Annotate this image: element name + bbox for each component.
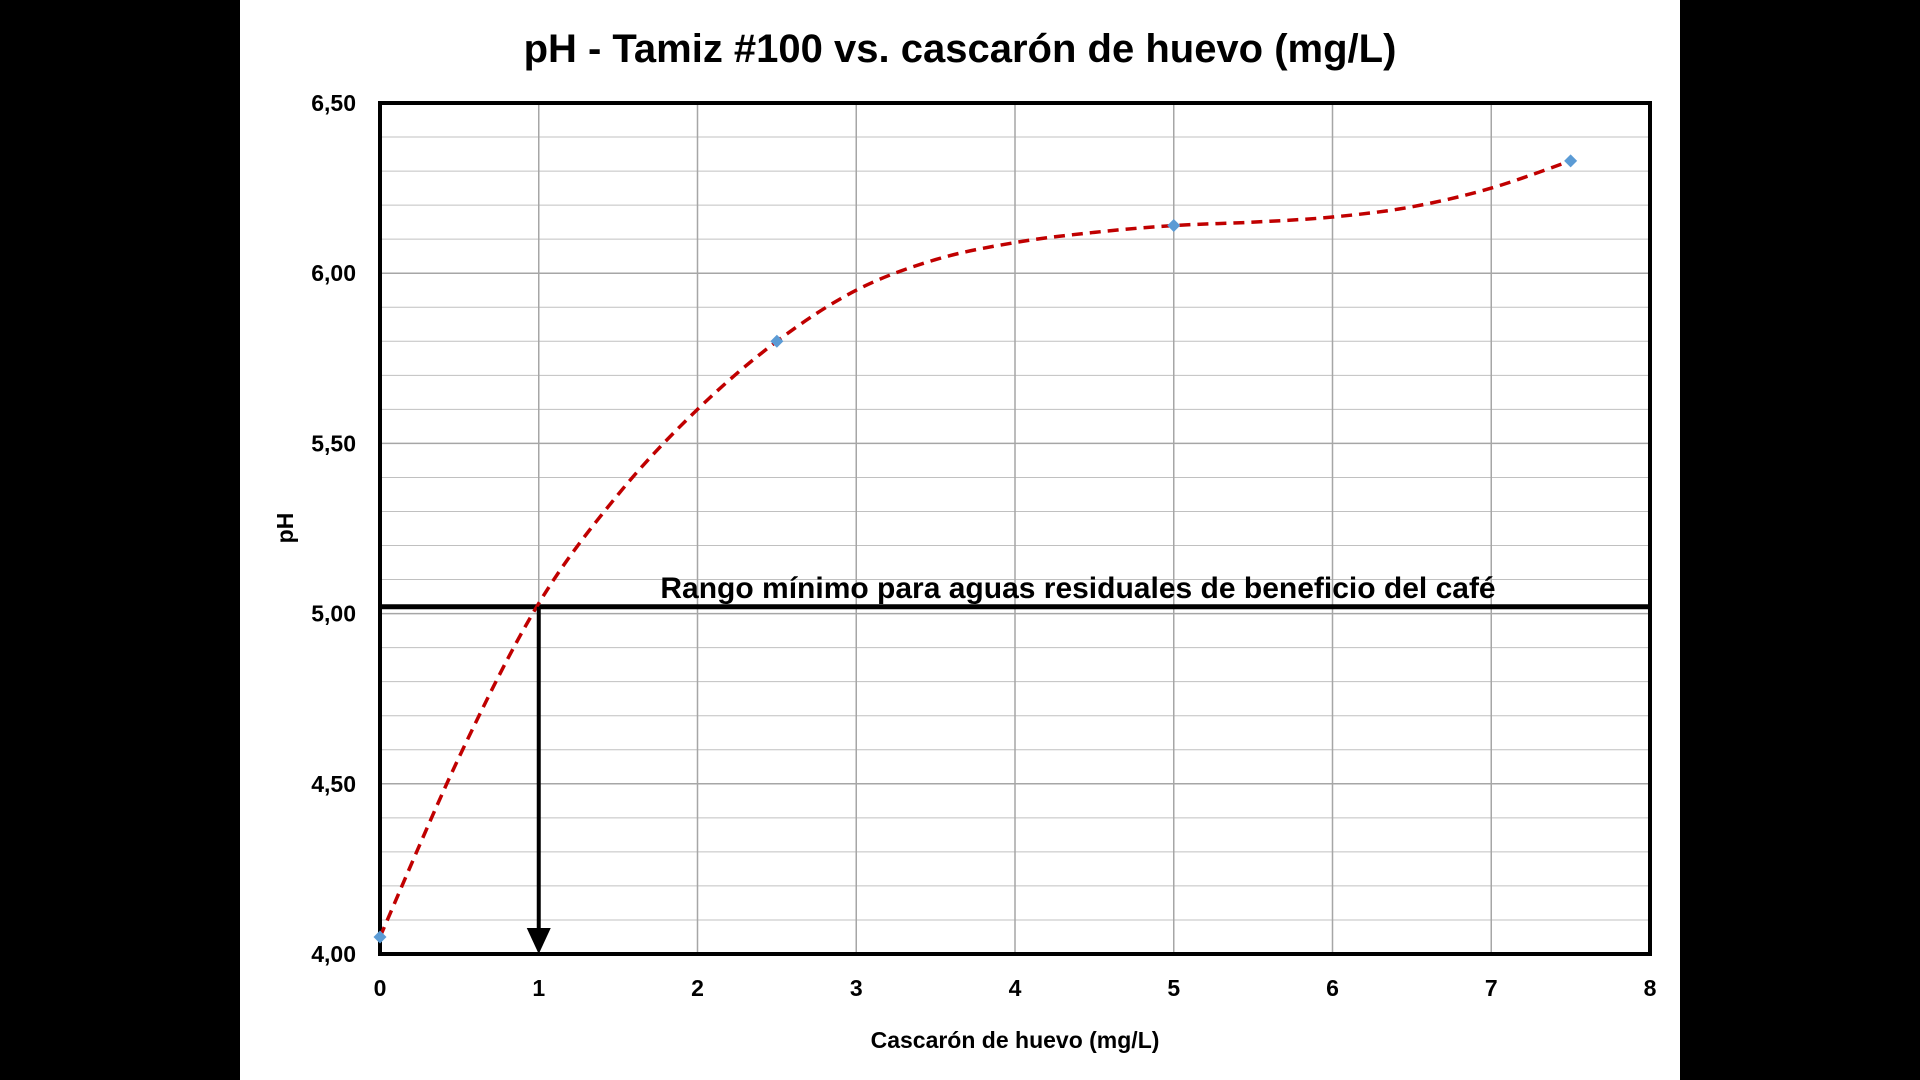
x-tick-label: 4 — [1009, 975, 1022, 1001]
x-axis-label: Cascarón de huevo (mg/L) — [871, 1027, 1160, 1053]
y-tick-label: 5,50 — [311, 430, 356, 456]
x-tick-label: 0 — [374, 975, 387, 1001]
y-tick-label: 5,00 — [311, 601, 356, 627]
data-point — [1167, 219, 1181, 233]
data-point — [373, 930, 387, 944]
x-tick-label: 8 — [1644, 975, 1657, 1001]
x-tick-label: 2 — [691, 975, 704, 1001]
y-axis-ticks: 4,00 4,50 5,00 5,50 6,00 6,50 — [311, 90, 356, 967]
arrow-head — [526, 928, 551, 954]
trend-line — [378, 159, 1572, 938]
y-axis-label: pH — [272, 513, 298, 544]
slide-background — [240, 0, 1680, 1080]
x-tick-label: 7 — [1485, 975, 1498, 1001]
trend-line-group — [378, 159, 1572, 938]
y-tick-label: 4,50 — [311, 771, 356, 797]
data-point — [1564, 154, 1578, 168]
chart-title: pH - Tamiz #100 vs. cascarón de huevo (m… — [524, 27, 1397, 71]
x-tick-label: 3 — [850, 975, 863, 1001]
x-tick-label: 1 — [532, 975, 545, 1001]
y-tick-label: 4,00 — [311, 941, 356, 967]
x-axis-ticks: 0 1 2 3 4 5 6 7 8 — [374, 975, 1657, 1001]
y-tick-label: 6,50 — [311, 90, 356, 116]
threshold-label: Rango mínimo para aguas residuales de be… — [660, 572, 1495, 605]
data-point — [770, 334, 784, 348]
x-tick-label: 5 — [1167, 975, 1180, 1001]
data-points — [373, 154, 1578, 944]
plot-area-border — [378, 101, 1652, 956]
x-tick-label: 6 — [1326, 975, 1339, 1001]
y-tick-label: 6,00 — [311, 260, 356, 286]
arrow-annotation — [526, 606, 551, 954]
